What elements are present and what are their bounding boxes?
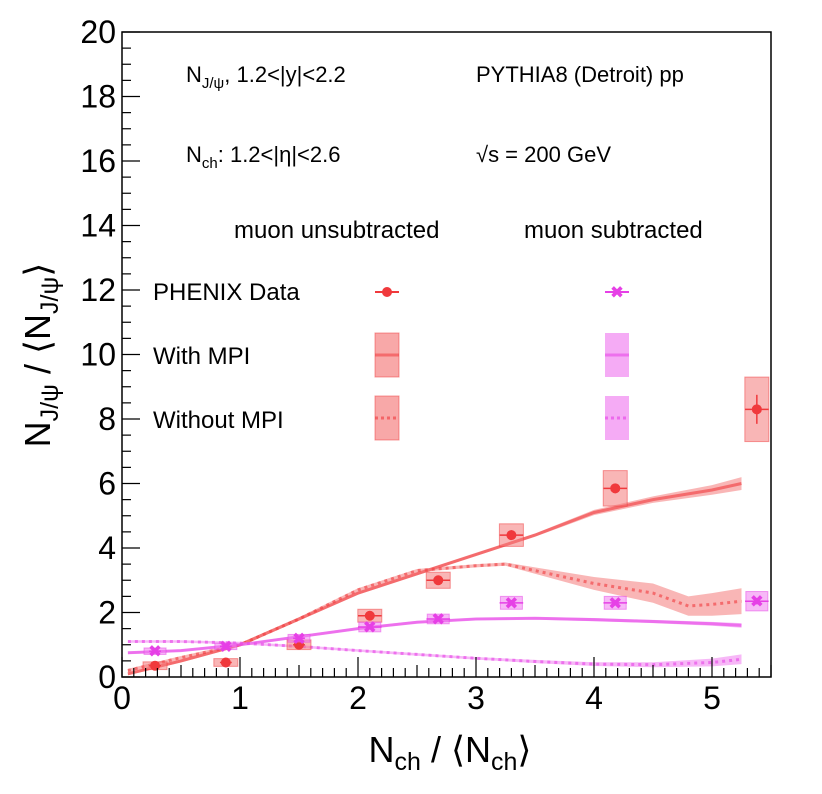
energy-annotation: √s = 200 GeV bbox=[476, 142, 611, 167]
x-tick-label: 1 bbox=[231, 680, 249, 716]
data-point-sub: ✖ bbox=[292, 629, 306, 648]
y-tick-label: 4 bbox=[98, 530, 116, 566]
x-tick-label: 3 bbox=[467, 680, 485, 716]
legend: PHENIX Data With MPI Without MPI ✖ bbox=[153, 279, 629, 441]
y-tick-label: 16 bbox=[80, 143, 116, 179]
legend-label-data: PHENIX Data bbox=[153, 279, 300, 306]
legend-label-with-mpi: With MPI bbox=[153, 343, 250, 370]
data-point-unsub bbox=[364, 610, 375, 621]
data-point-sub: ✖ bbox=[608, 594, 622, 613]
data-point-sub: ✖ bbox=[219, 637, 233, 656]
band-sub-dotted bbox=[127, 640, 742, 668]
eta-annotation: Nch: 1.2<|η|<2.6 bbox=[186, 142, 341, 172]
column-header-subtracted: muon subtracted bbox=[524, 217, 703, 244]
data-point-sub: ✖ bbox=[148, 642, 162, 661]
data-point-unsub bbox=[433, 575, 444, 586]
data-point-unsub bbox=[751, 404, 762, 415]
y-tick-label: 2 bbox=[98, 595, 116, 631]
data-point-sub: ✖ bbox=[750, 592, 764, 611]
legend-marker-unsub-data bbox=[382, 287, 392, 297]
x-tick-label: 4 bbox=[585, 680, 603, 716]
y-tick-label: 10 bbox=[80, 337, 116, 373]
column-header-unsubtracted: muon unsubtracted bbox=[234, 217, 439, 244]
data-points: ✖ ✖ ✖ ✖ ✖ ✖ ✖ ✖ bbox=[142, 376, 770, 671]
data-point-unsub bbox=[506, 530, 517, 541]
data-point-sub: ✖ bbox=[363, 618, 377, 637]
y-tick-label: 8 bbox=[98, 401, 116, 437]
data-point-sub: ✖ bbox=[504, 594, 518, 613]
generator-annotation: PYTHIA8 (Detroit) pp bbox=[476, 62, 684, 87]
rapidity-annotation: NJ/ψ, 1.2<|y|<2.2 bbox=[186, 62, 346, 92]
y-tick-label: 18 bbox=[80, 79, 116, 115]
data-point-unsub bbox=[150, 660, 161, 671]
axes bbox=[121, 31, 772, 678]
x-tick-label: 2 bbox=[349, 680, 367, 716]
legend-label-without-mpi: Without MPI bbox=[153, 407, 284, 434]
y-tick-label: 6 bbox=[98, 466, 116, 502]
data-point-sub: ✖ bbox=[431, 610, 445, 629]
y-axis-title: NJ/ψ / ⟨NJ/ψ⟩ bbox=[17, 263, 64, 448]
y-tick-label: 12 bbox=[80, 272, 116, 308]
legend-marker-sub-data: ✖ bbox=[610, 283, 624, 302]
y-tick-label: 14 bbox=[80, 208, 116, 244]
data-point-unsub bbox=[610, 483, 621, 494]
x-tick-label: 5 bbox=[703, 680, 721, 716]
y-tick-label: 20 bbox=[80, 14, 116, 50]
data-point-unsub bbox=[220, 657, 231, 668]
x-axis-title: Nch / ⟨Nch⟩ bbox=[369, 729, 532, 776]
x-tick-label: 0 bbox=[113, 680, 131, 716]
y-tick-label: 0 bbox=[98, 659, 116, 695]
